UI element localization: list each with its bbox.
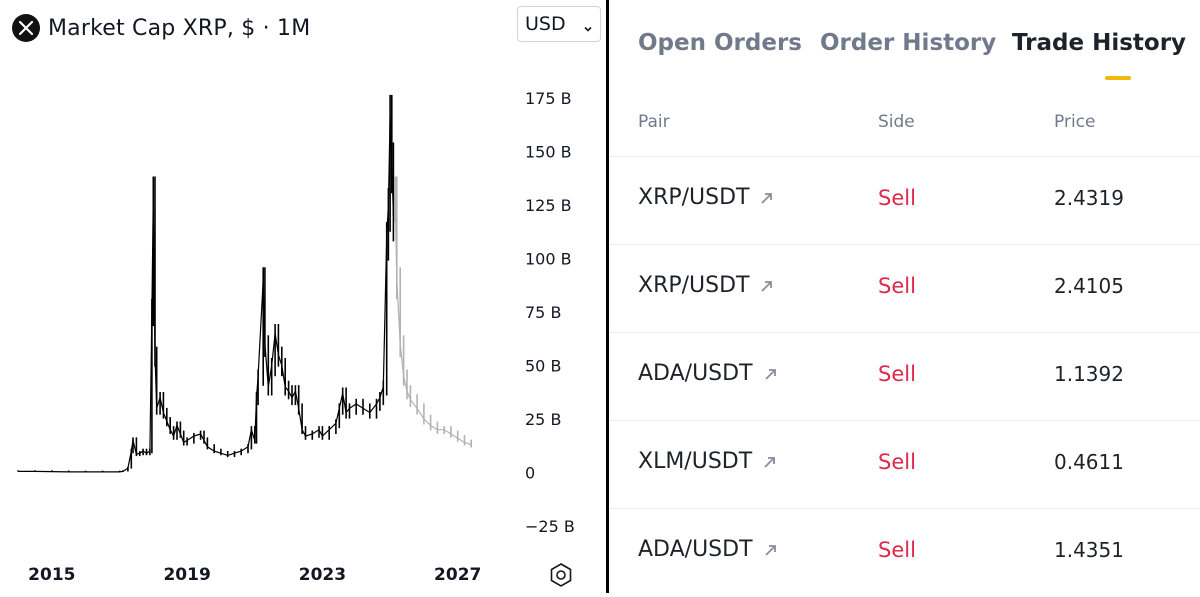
trade-row: XRP/USDT Sell 2.4105	[609, 244, 1200, 333]
y-tick-label: 125 B	[525, 196, 572, 215]
xrp-logo-icon	[12, 14, 40, 42]
side-value: Sell	[878, 362, 916, 386]
chart-panel[interactable]: Market Cap XRP, $ · 1M USD 175 B 150 B 125…	[0, 0, 606, 593]
arrow-up-right-icon	[764, 456, 776, 468]
side-value: Sell	[878, 450, 916, 474]
arrow-up-right-icon	[761, 280, 773, 292]
currency-select[interactable]: USD	[517, 6, 601, 42]
y-tick-label: 75 B	[525, 303, 561, 322]
panel-divider	[606, 0, 609, 593]
y-tick-label: −25 B	[525, 517, 575, 536]
side-value: Sell	[878, 274, 916, 298]
projection-series-line	[394, 194, 472, 446]
chevron-down-icon	[582, 18, 594, 40]
pair-label: XRP/USDT	[638, 185, 750, 210]
market-cap-series-line	[18, 117, 394, 473]
pair-link[interactable]: XRP/USDT	[638, 185, 775, 210]
y-tick-label: 100 B	[525, 250, 572, 269]
price-value: 2.4105	[1054, 274, 1124, 298]
settings-hexagon-icon	[550, 563, 572, 587]
y-tick-label: 25 B	[525, 410, 561, 429]
column-header-price: Price	[1054, 112, 1096, 132]
x-tick-label: 2015	[28, 565, 75, 585]
trade-row: XRP/USDT Sell 2.4319	[609, 156, 1200, 245]
trade-row: XLM/USDT Sell 0.4611	[609, 420, 1200, 509]
x-tick-label: 2027	[434, 565, 481, 585]
trade-row: ADA/USDT Sell 1.4351	[609, 508, 1200, 597]
pair-label: ADA/USDT	[638, 537, 753, 562]
y-tick-label: 50 B	[525, 357, 561, 376]
x-tick-label: 2019	[163, 565, 210, 585]
arrow-up-right-icon	[761, 192, 773, 204]
y-tick-label: 175 B	[525, 89, 572, 108]
chart-header: Market Cap XRP, $ · 1M	[12, 14, 310, 42]
side-value: Sell	[878, 538, 916, 562]
y-tick-label: 0	[525, 464, 535, 483]
tab-order-history[interactable]: Order History	[820, 30, 997, 56]
column-header-pair: Pair	[638, 112, 670, 132]
currency-value: USD	[525, 13, 566, 35]
column-header-side: Side	[878, 112, 915, 132]
pair-link[interactable]: XLM/USDT	[638, 449, 778, 474]
price-value: 0.4611	[1054, 450, 1124, 474]
chart-title: Market Cap XRP, $ · 1M	[48, 15, 311, 41]
price-value: 2.4319	[1054, 186, 1124, 210]
y-tick-label: 150 B	[525, 143, 572, 162]
pair-label: ADA/USDT	[638, 361, 753, 386]
pair-link[interactable]: ADA/USDT	[638, 361, 779, 386]
active-tab-indicator	[1105, 76, 1131, 80]
pair-label: XRP/USDT	[638, 273, 750, 298]
y-axis: 175 B 150 B 125 B 100 B 75 B 50 B 25 B 0 −25 B	[525, 89, 575, 536]
market-cap-chart[interactable]: 175 B 150 B 125 B 100 B 75 B 50 B 25 B 0 −25 B 2…	[0, 0, 606, 593]
x-tick-label: 2023	[299, 565, 346, 585]
x-axis: 2015 2019 2023 2027	[28, 565, 481, 585]
chart-series-group	[17, 94, 473, 473]
side-value: Sell	[878, 186, 916, 210]
trade-panel: Open Orders Order History Trade History …	[609, 0, 1200, 593]
tab-trade-history[interactable]: Trade History	[1012, 30, 1187, 56]
price-value: 1.1392	[1054, 362, 1124, 386]
pair-link[interactable]: ADA/USDT	[638, 537, 779, 562]
tab-open-orders[interactable]: Open Orders	[638, 30, 802, 56]
pair-label: XLM/USDT	[638, 449, 753, 474]
arrow-up-right-icon	[764, 368, 776, 380]
chart-settings-button[interactable]	[547, 561, 575, 589]
pair-link[interactable]: XRP/USDT	[638, 273, 775, 298]
price-value: 1.4351	[1054, 538, 1124, 562]
arrow-up-right-icon	[764, 544, 776, 556]
trade-row: ADA/USDT Sell 1.1392	[609, 332, 1200, 421]
